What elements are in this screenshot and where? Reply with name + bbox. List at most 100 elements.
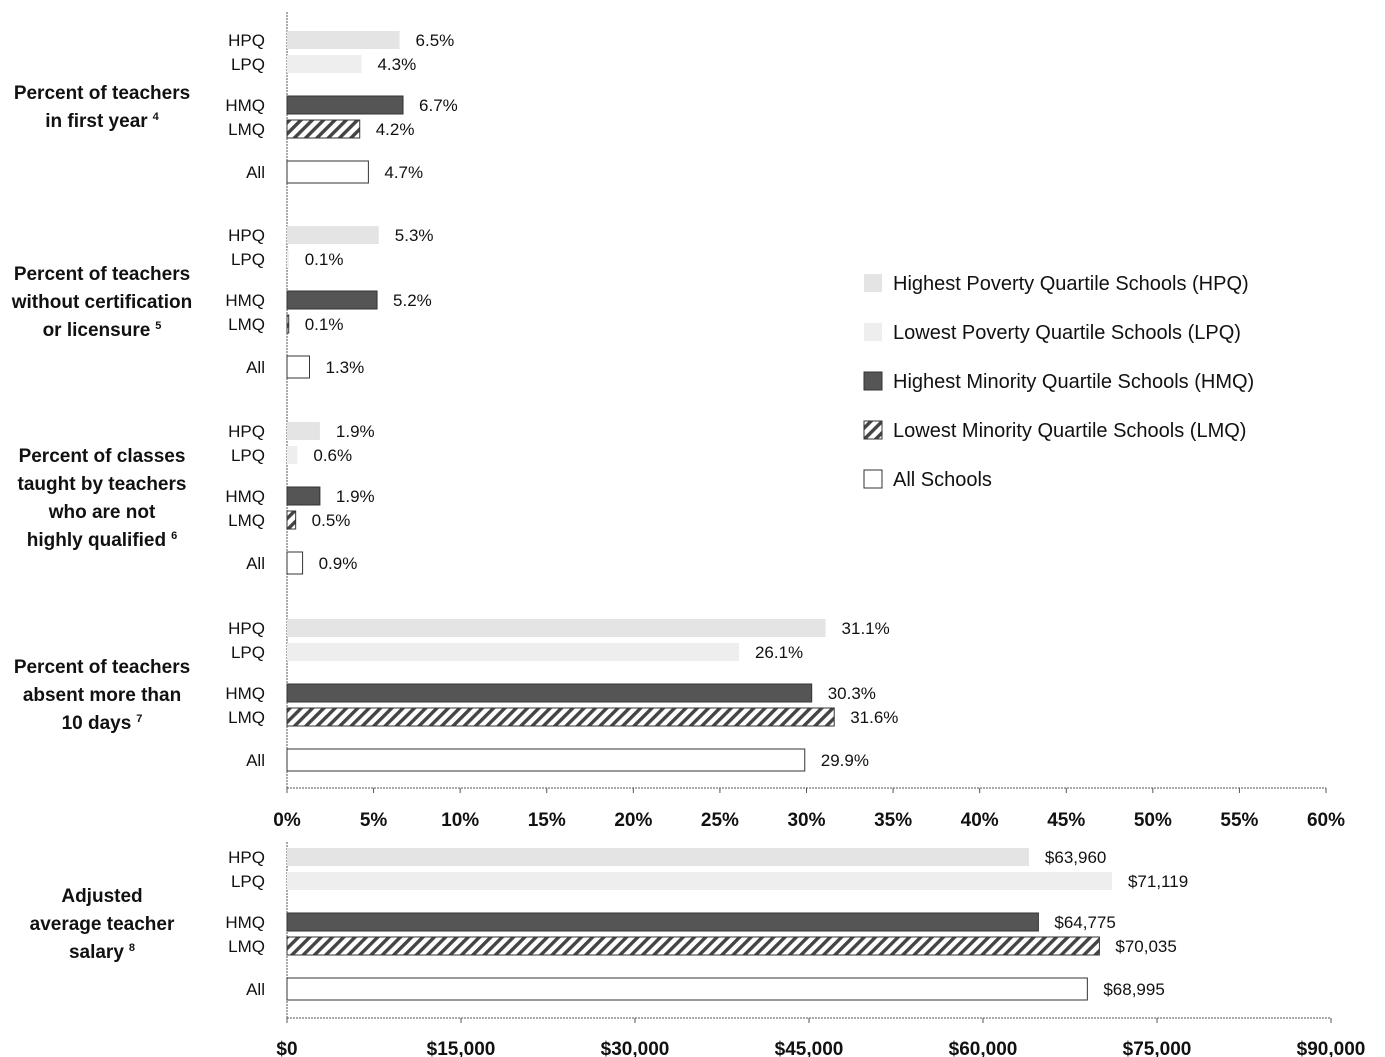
bar-all	[286, 748, 806, 772]
bar-category-label: LPQ	[231, 643, 265, 662]
x-tick-label: 20%	[614, 810, 652, 831]
group-title-line: absent more than	[23, 685, 181, 706]
bar-all	[286, 551, 304, 575]
group-title-line: Percent of teachers	[14, 83, 190, 104]
group-title-line: taught by teachers	[18, 474, 187, 495]
bar-hpq	[287, 226, 379, 244]
bar-category-label: LPQ	[231, 55, 265, 74]
bar-category-label: LMQ	[228, 937, 265, 956]
bar-category-label: HPQ	[228, 31, 265, 50]
bar-lmq	[286, 936, 1100, 956]
bar-value-label: 4.2%	[376, 120, 415, 139]
bar-category-label: All	[246, 163, 265, 182]
bar-all	[286, 977, 1088, 1001]
x-tick-label: $45,000	[775, 1039, 844, 1057]
footnote-marker: 5	[155, 320, 161, 332]
x-tick-label: $75,000	[1123, 1039, 1192, 1057]
x-tick-label: $15,000	[427, 1039, 496, 1057]
bar-lmq	[286, 314, 290, 334]
bar-category-label: HMQ	[225, 913, 265, 932]
bar-category-label: HMQ	[225, 487, 265, 506]
group-title-line: or licensure 5	[43, 320, 162, 341]
bar-category-label: LPQ	[231, 446, 265, 465]
footnote-marker: 4	[153, 111, 160, 123]
bar-category-label: HPQ	[228, 619, 265, 638]
bar-value-label: 0.6%	[313, 446, 352, 465]
bar-value-label: 30.3%	[828, 684, 876, 703]
bar-value-label: 0.1%	[305, 315, 344, 334]
bar-hpq	[287, 422, 320, 440]
x-tick-label: 5%	[360, 810, 388, 831]
x-tick-label: 25%	[701, 810, 739, 831]
bar-value-label: 1.9%	[336, 422, 375, 441]
bar-lpq	[287, 55, 362, 73]
legend-swatch-all	[863, 469, 883, 489]
x-tick-label: 10%	[441, 810, 479, 831]
bar-category-label: HMQ	[225, 96, 265, 115]
x-tick-label: $90,000	[1297, 1039, 1366, 1057]
group-title-line: Percent of teachers	[14, 264, 190, 285]
bar-category-label: All	[246, 554, 265, 573]
bar-lpq	[287, 872, 1112, 890]
group-title-line: in first year 4	[45, 111, 159, 132]
bar-value-label: 6.5%	[416, 31, 455, 50]
bar-category-label: LMQ	[228, 708, 265, 727]
bar-lmq	[286, 510, 297, 530]
x-tick-label: $30,000	[601, 1039, 670, 1057]
bar-value-label: 31.1%	[842, 619, 890, 638]
bar-hmq	[286, 486, 321, 506]
bar-category-label: LPQ	[231, 872, 265, 891]
bar-category-label: HPQ	[228, 226, 265, 245]
bar-value-label: 0.9%	[319, 554, 358, 573]
bar-category-label: HMQ	[225, 684, 265, 703]
bar-value-label: 26.1%	[755, 643, 803, 662]
bar-value-label: 1.9%	[336, 487, 375, 506]
group-title-line: Adjusted	[61, 886, 142, 907]
legend-label: Lowest Poverty Quartile Schools (LPQ)	[893, 322, 1241, 344]
legend-label: Highest Minority Quartile Schools (HMQ)	[893, 371, 1254, 393]
bar-value-label: 31.6%	[850, 708, 898, 727]
bar-value-label: 29.9%	[821, 751, 869, 770]
bar-category-label: LMQ	[228, 315, 265, 334]
bar-all	[286, 160, 369, 184]
bar-lmq	[286, 119, 361, 139]
bar-value-label: $68,995	[1103, 980, 1164, 999]
bar-lpq	[287, 446, 298, 464]
footnote-marker: 6	[171, 530, 177, 542]
x-tick-label: $0	[276, 1039, 297, 1057]
bar-value-label: 5.3%	[395, 226, 434, 245]
bar-value-label: 1.3%	[326, 358, 365, 377]
group-title-line: Percent of classes	[19, 446, 186, 467]
x-tick-label: 30%	[787, 810, 825, 831]
legend-swatch-hmq	[863, 371, 883, 391]
x-tick-label: 45%	[1047, 810, 1085, 831]
group-title-line: salary 8	[69, 942, 135, 963]
bar-category-label: LMQ	[228, 511, 265, 530]
footnote-marker: 8	[129, 942, 135, 954]
bar-lmq	[286, 707, 835, 727]
bar-category-label: All	[246, 751, 265, 770]
bar-category-label: HPQ	[228, 848, 265, 867]
group-title-line: Percent of teachers	[14, 657, 190, 678]
footnote-marker: 7	[136, 713, 142, 725]
legend-swatch-hpq	[864, 274, 882, 292]
bar-value-label: $64,775	[1054, 913, 1115, 932]
bar-value-label: 5.2%	[393, 291, 432, 310]
bar-category-label: HMQ	[225, 291, 265, 310]
x-tick-label: 55%	[1220, 810, 1258, 831]
x-tick-label: $60,000	[949, 1039, 1018, 1057]
group-title-line: who are not	[48, 502, 156, 523]
bar-value-label: 4.7%	[384, 163, 423, 182]
bar-hmq	[286, 95, 404, 115]
legend-label: Highest Poverty Quartile Schools (HPQ)	[893, 273, 1249, 295]
x-tick-label: 0%	[273, 810, 301, 831]
x-tick-label: 60%	[1307, 810, 1345, 831]
bar-lpq	[287, 250, 289, 268]
bar-hmq	[286, 683, 813, 703]
group-title-line: 10 days 7	[62, 713, 143, 734]
bar-value-label: 6.7%	[419, 96, 458, 115]
bar-value-label: 0.1%	[305, 250, 344, 269]
bar-value-label: $63,960	[1045, 848, 1106, 867]
bar-category-label: LMQ	[228, 120, 265, 139]
